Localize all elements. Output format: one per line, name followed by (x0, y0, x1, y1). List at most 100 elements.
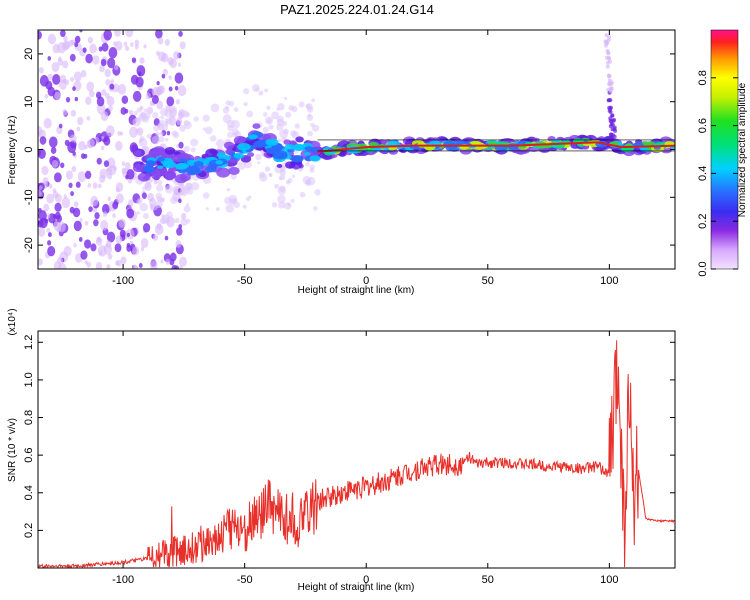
heatmap-cell (87, 138, 95, 148)
heatmap-cell (38, 258, 43, 266)
heatmap-cell (166, 220, 170, 224)
heatmap-cell (108, 105, 113, 112)
heatmap-cell (606, 55, 611, 60)
heatmap-cell (65, 170, 73, 180)
heatmap-cell (87, 183, 92, 188)
heatmap-cell (606, 98, 611, 103)
heatmap-cell (225, 204, 235, 213)
heatmap-cell (127, 199, 134, 207)
heatmap-cell (132, 246, 140, 256)
colorbar-label: Normalized spectral amplitude (737, 82, 748, 217)
heatmap-cell (139, 202, 149, 212)
heatmap-cell (291, 174, 296, 179)
heatmap-cell (67, 141, 77, 154)
snr-y-tick-label: 1.2 (23, 335, 35, 350)
heatmap-cell (70, 76, 75, 82)
heatmap-cell (151, 135, 161, 145)
heatmap-cell (183, 205, 191, 213)
heatmap-cell (47, 240, 52, 246)
heatmap-cell (313, 206, 318, 211)
heatmap-cell (96, 236, 102, 243)
heatmap-cell (143, 108, 148, 113)
heatmap-cell (222, 107, 230, 114)
heatmap-cell (243, 101, 248, 107)
heatmap-cell (151, 94, 159, 104)
heatmap-cell (126, 232, 130, 237)
heatmap-cell (605, 64, 610, 69)
heatmap-cell (287, 202, 291, 206)
heatmap-cell (285, 161, 296, 169)
heatmap-cell (86, 116, 91, 121)
heatmap-cell (277, 186, 286, 196)
heatmap-cell (167, 57, 174, 66)
heatmap-cell (215, 160, 224, 165)
heatmap-cell (123, 41, 128, 47)
heatmap-cell (205, 207, 209, 211)
heatmap-cell (224, 196, 232, 205)
heatmap-cell (93, 219, 99, 227)
heatmap-cell (314, 189, 321, 196)
snr-y-label: SNR (10 * v/v) (7, 418, 18, 482)
heatmap-cell (277, 138, 282, 143)
heatmap-cell (283, 202, 292, 210)
heatmap-cell (154, 223, 164, 236)
heatmap-cell (607, 82, 612, 87)
heatmap-cell (186, 187, 194, 195)
colorbar: 0.0 0.2 0.4 0.6 0.8 Normalized spectral ampl… (697, 29, 748, 277)
heatmap-cell (137, 172, 151, 182)
heatmap-cell (276, 115, 284, 123)
heatmap-cell (64, 79, 70, 85)
heatmap-cell (47, 232, 52, 238)
heatmap-cell (338, 151, 346, 157)
heatmap-cell (156, 100, 164, 110)
heatmap-cell (98, 250, 103, 256)
heatmap-cell (233, 201, 241, 208)
heatmap-cell (90, 243, 97, 252)
heatmap-cell (226, 119, 235, 128)
heatmap-cell (115, 235, 123, 244)
heatmap-cell (86, 261, 92, 268)
heatmap-cell (132, 117, 141, 127)
heatmap-cell (164, 38, 171, 46)
heatmap-cell (168, 86, 173, 92)
colorbar-tick-label: 0.6 (697, 118, 709, 133)
heatmap-cell (142, 165, 155, 173)
heatmap-cell (166, 117, 173, 125)
snr-y-tick-label: 0.4 (23, 485, 35, 500)
heatmap-cell (159, 119, 165, 126)
heatmap-cell (202, 114, 210, 122)
heatmap-cell (38, 126, 43, 136)
colorbar-tick-label: 0.4 (697, 166, 709, 181)
heatmap-cell (112, 201, 119, 210)
heatmap-cell (107, 57, 116, 69)
heatmap-cell (274, 183, 280, 189)
heatmap-cell (101, 203, 110, 214)
heatmap-cell (606, 50, 611, 55)
heatmap-cell (610, 127, 615, 132)
heatmap-cell (178, 141, 184, 149)
heatmap-cell (112, 213, 116, 218)
heatmap-cell (86, 81, 95, 92)
heatmap-cell (74, 96, 79, 102)
heatmap-cell (307, 113, 312, 118)
heatmap-cell (38, 227, 46, 237)
heatmap-cell (252, 123, 261, 129)
heatmap-cell (126, 242, 131, 248)
heatmap-cell (159, 218, 166, 225)
heatmap-cell (179, 124, 186, 132)
heatmap-cell (43, 117, 52, 129)
heatmap-cell (609, 132, 614, 137)
heatmap-cell (153, 124, 160, 132)
heatmap-cell (126, 208, 135, 219)
heatmap-cell (279, 174, 286, 181)
heatmap-cell (38, 30, 42, 40)
spectrogram-y-tick-label: -20 (23, 237, 35, 253)
heatmap-cell (135, 128, 140, 133)
heatmap-cell (103, 30, 112, 41)
heatmap-cell (115, 140, 123, 151)
heatmap-cell (168, 75, 172, 80)
snr-x-label: Height of straight line (km) (298, 582, 415, 593)
heatmap-cell (68, 182, 73, 189)
heatmap-cell (172, 131, 180, 139)
heatmap-cell (69, 53, 76, 62)
